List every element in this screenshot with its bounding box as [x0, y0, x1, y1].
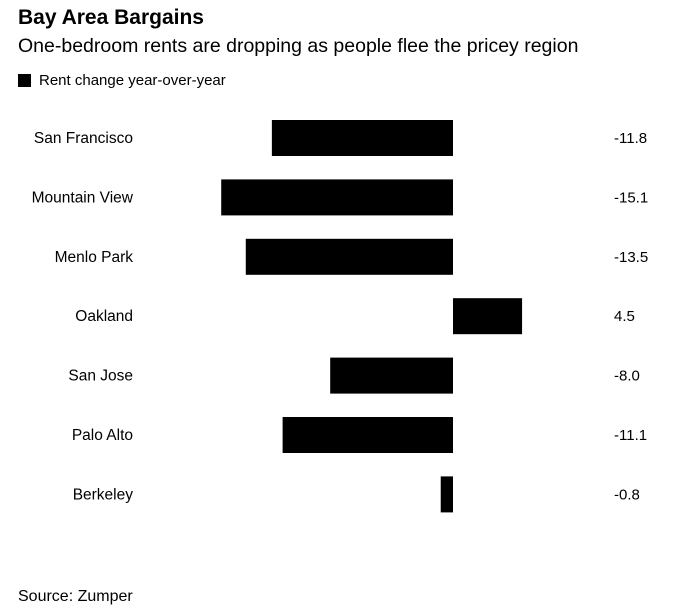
value-label: -0.8	[614, 486, 640, 503]
category-label: San Jose	[68, 368, 133, 385]
value-label: -13.5	[614, 249, 648, 266]
value-label: 4.5	[614, 308, 635, 325]
legend: Rent change year-over-year	[18, 72, 226, 89]
bar	[271, 120, 453, 156]
category-label: Mountain View	[32, 189, 134, 206]
category-label: Menlo Park	[55, 249, 134, 266]
category-label: Berkeley	[73, 486, 134, 503]
value-label: -8.0	[614, 368, 640, 385]
bar	[453, 298, 523, 335]
category-label: Oakland	[75, 308, 133, 325]
chart-subtitle: One-bedroom rents are dropping as people…	[18, 35, 579, 57]
source-note: Source: Zumper	[18, 588, 133, 605]
bar	[245, 238, 453, 275]
value-label: -15.1	[614, 189, 648, 206]
legend-swatch	[18, 74, 31, 87]
category-label: San Francisco	[34, 130, 133, 147]
category-label: Palo Alto	[72, 427, 133, 444]
bar	[440, 476, 453, 513]
value-label: -11.1	[614, 427, 647, 444]
legend-label: Rent change year-over-year	[39, 72, 226, 89]
bar	[282, 417, 453, 453]
chart-title: Bay Area Bargains	[18, 6, 204, 29]
value-label: -11.8	[614, 130, 647, 147]
bar	[330, 357, 453, 394]
bar	[221, 179, 453, 216]
